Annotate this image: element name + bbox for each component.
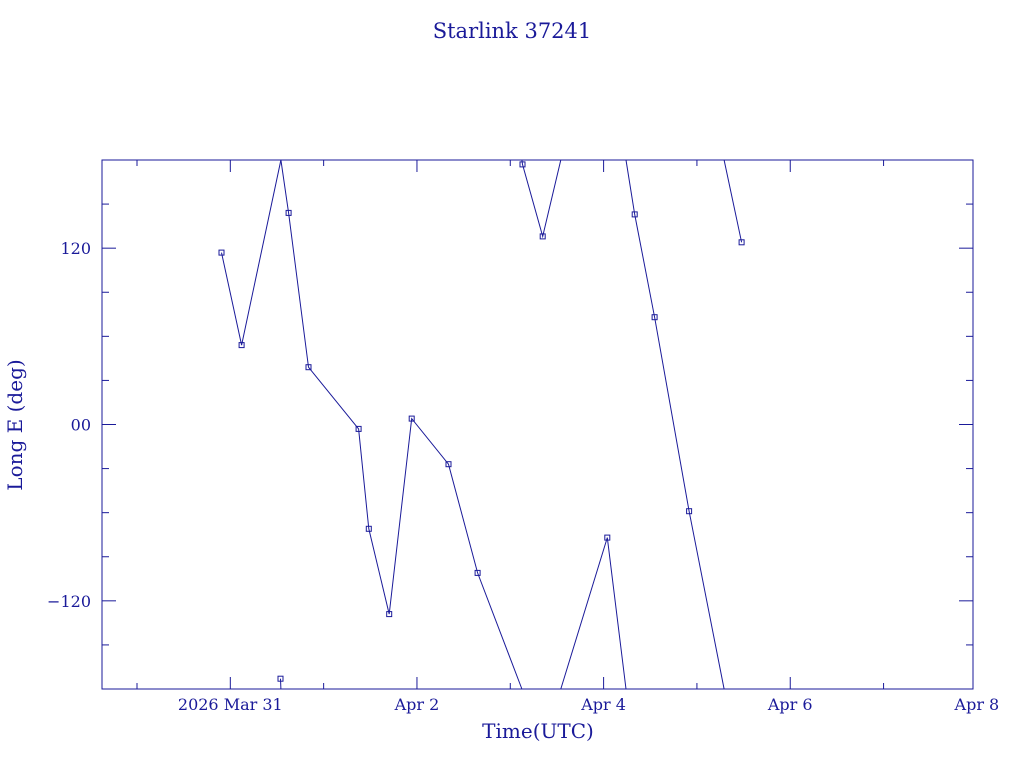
x-tick-label: Apr 8 — [954, 695, 1000, 714]
data-point — [651, 314, 658, 321]
data-point — [738, 239, 745, 246]
data-point — [539, 233, 546, 240]
x-tick-labels: 2026 Mar 31 Apr 2 Apr 4 Apr 6 Apr 8 — [178, 695, 999, 714]
data-point — [355, 425, 362, 432]
data-point — [285, 209, 292, 216]
x-tick-label: 2026 Mar 31 — [178, 695, 283, 714]
x-tick-label: Apr 6 — [767, 695, 813, 714]
data-point — [305, 364, 312, 371]
series-line — [723, 159, 743, 243]
plot-area — [218, 159, 745, 690]
x-tick-label: Apr 2 — [394, 695, 440, 714]
data-point — [474, 569, 481, 576]
y-axis-label: Long E (deg) — [3, 359, 27, 490]
data-point — [238, 342, 245, 349]
data-point — [445, 461, 452, 468]
data-point — [277, 675, 284, 682]
series-line — [280, 159, 523, 690]
data-point — [604, 534, 611, 541]
axis-ticks — [102, 160, 973, 689]
data-point — [631, 211, 638, 218]
data-point — [386, 611, 393, 618]
y-tick-label: 00 — [71, 416, 91, 435]
data-point — [365, 525, 372, 532]
series-line — [625, 159, 725, 690]
y-tick-label: 120 — [60, 239, 91, 258]
series-line — [560, 537, 627, 690]
y-tick-label: −120 — [47, 592, 91, 611]
plot-frame — [101, 159, 974, 690]
chart-title: Starlink 37241 — [433, 19, 592, 43]
y-tick-labels: 120 00 −120 — [47, 239, 91, 611]
x-axis-label: Time(UTC) — [482, 719, 594, 743]
data-point — [218, 249, 225, 256]
series-line — [221, 159, 282, 346]
data-point — [519, 161, 526, 168]
x-tick-label: Apr 4 — [580, 695, 626, 714]
data-point — [408, 415, 415, 422]
series-line — [521, 159, 562, 239]
data-point — [686, 508, 693, 515]
